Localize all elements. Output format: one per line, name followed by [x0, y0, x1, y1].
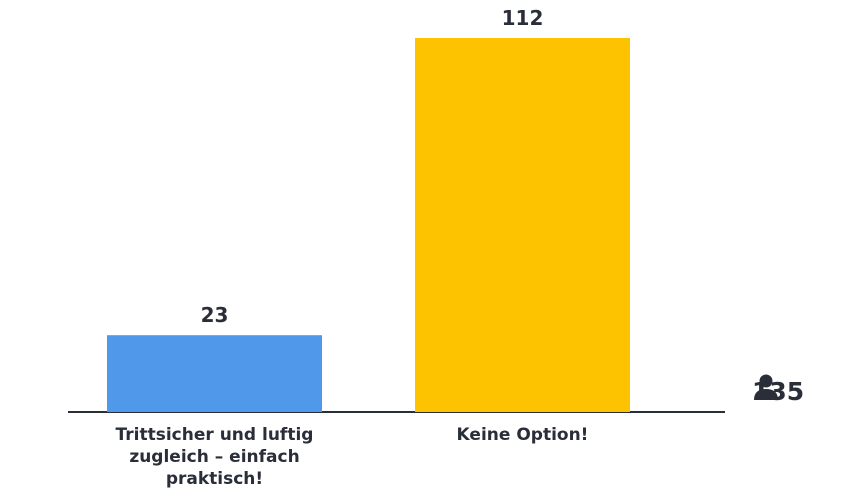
value-label: 112: [501, 6, 544, 30]
category-label: Trittsicher und luftig zugleich – einfac…: [115, 425, 314, 489]
value-label: 23: [200, 303, 229, 328]
person-icon: [754, 374, 778, 400]
bar: [107, 335, 322, 412]
bar: [415, 38, 630, 412]
category-label: Keine Option!: [456, 425, 589, 445]
respondent-count: 135: [752, 373, 804, 409]
